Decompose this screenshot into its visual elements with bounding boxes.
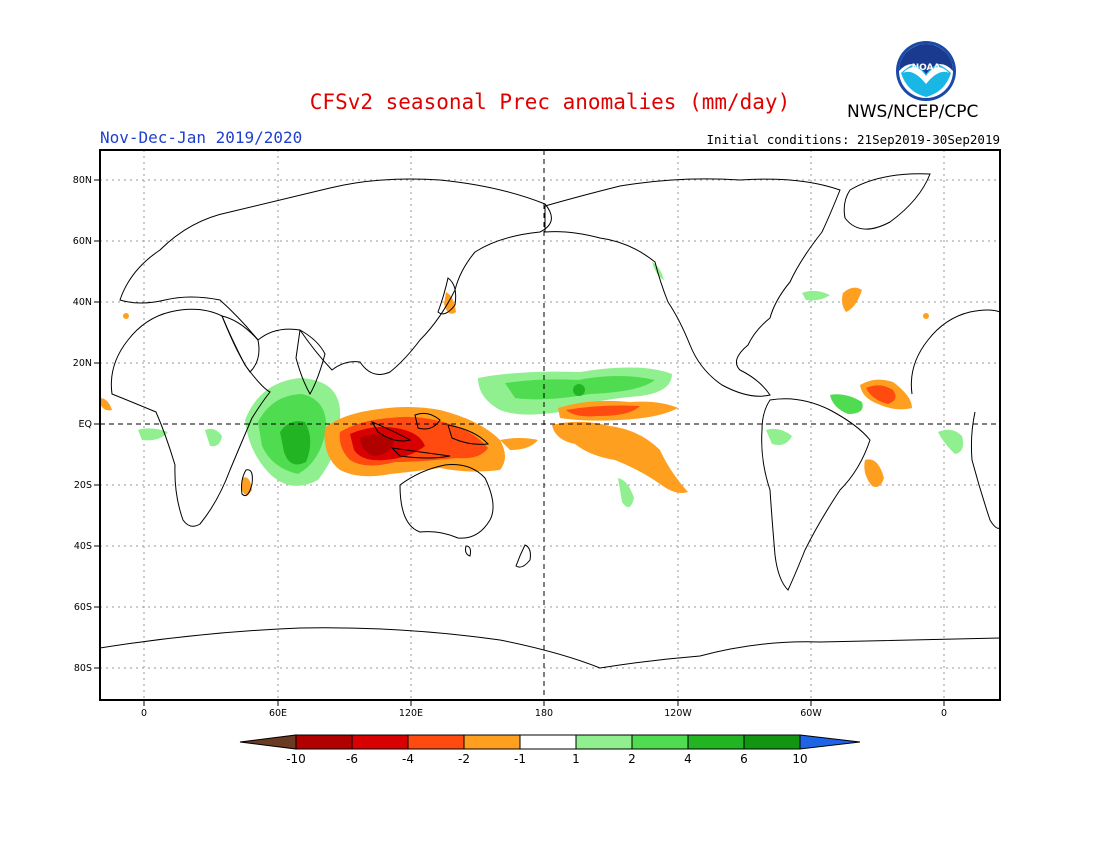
colorbar-tick-label: -10 bbox=[286, 752, 306, 766]
lon-label: 120E bbox=[399, 708, 423, 719]
colorbar-cell bbox=[295, 734, 353, 750]
colorbar-cell bbox=[407, 734, 465, 750]
colorbar-cell bbox=[239, 734, 297, 750]
colorbar-tick-label: -2 bbox=[458, 752, 470, 766]
lat-label: 80S bbox=[74, 663, 92, 674]
lon-label: 180 bbox=[535, 708, 553, 719]
colorbar-cell bbox=[631, 734, 689, 750]
lon-label: 0 bbox=[941, 708, 947, 719]
colorbar-tick-label: -4 bbox=[402, 752, 414, 766]
colorbar-tick-label: -1 bbox=[514, 752, 526, 766]
colorbar-cell bbox=[575, 734, 633, 750]
colorbar-cell bbox=[743, 734, 801, 750]
lon-label: 120W bbox=[664, 708, 692, 719]
lat-label: 40N bbox=[73, 297, 92, 308]
colorbar-tick-label: 2 bbox=[628, 752, 636, 766]
noaa-logo: NOAA bbox=[896, 41, 956, 101]
colorbar-cell bbox=[799, 734, 861, 750]
colorbar-tick-label: 10 bbox=[792, 752, 807, 766]
colorbar-tick-label: -6 bbox=[346, 752, 358, 766]
colorbar-tick-label: 6 bbox=[740, 752, 748, 766]
coastlines bbox=[100, 173, 1000, 669]
colorbar-tick-label: 4 bbox=[684, 752, 692, 766]
lon-label: 60W bbox=[800, 708, 822, 719]
lat-label: EQ bbox=[79, 419, 92, 430]
lat-label: 80N bbox=[73, 175, 92, 186]
map-frame bbox=[99, 149, 1001, 701]
colorbar-cell bbox=[351, 734, 409, 750]
colorbar bbox=[239, 734, 861, 750]
lon-label: 60E bbox=[269, 708, 287, 719]
dry-anomalies bbox=[100, 287, 929, 495]
season-label: Nov-Dec-Jan 2019/2020 bbox=[100, 128, 303, 147]
colorbar-cell bbox=[519, 734, 577, 750]
lon-label: 0 bbox=[141, 708, 147, 719]
graticule bbox=[100, 150, 1000, 700]
lat-label: 60N bbox=[73, 236, 92, 247]
logo-text: NOAA bbox=[912, 63, 941, 73]
wet-anomalies bbox=[138, 262, 964, 508]
lat-label: 40S bbox=[74, 541, 92, 552]
lat-label: 20S bbox=[74, 480, 92, 491]
lat-label: 60S bbox=[74, 602, 92, 613]
colorbar-cell bbox=[463, 734, 521, 750]
colorbar-tick-label: 1 bbox=[572, 752, 580, 766]
lat-label: 20N bbox=[73, 358, 92, 369]
colorbar-cell bbox=[687, 734, 745, 750]
map-title: CFSv2 seasonal Prec anomalies (mm/day) bbox=[309, 90, 791, 114]
agency-label: NWS/NCEP/CPC bbox=[847, 102, 979, 122]
initial-conditions-label: Initial conditions: 21Sep2019-30Sep2019 bbox=[706, 132, 1001, 147]
